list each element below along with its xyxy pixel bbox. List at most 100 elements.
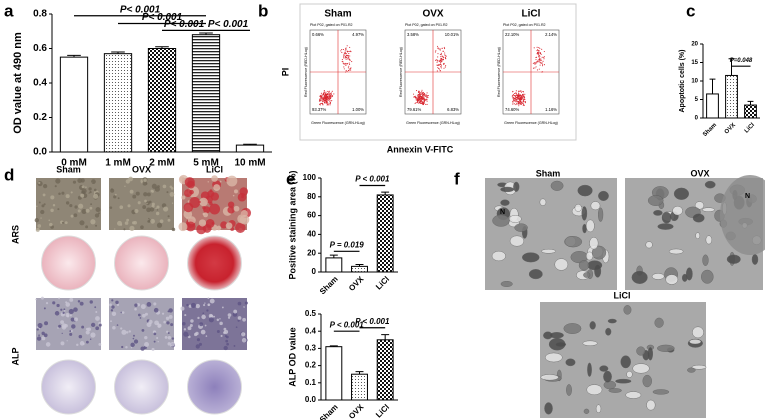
y-tick-label: 0 bbox=[312, 267, 317, 276]
event-dot bbox=[422, 96, 424, 98]
texture bbox=[242, 317, 246, 322]
texture bbox=[202, 206, 206, 210]
texture bbox=[159, 219, 164, 224]
organelle bbox=[595, 404, 602, 413]
panel-label: f bbox=[454, 169, 460, 188]
organelle bbox=[554, 258, 569, 271]
organelle bbox=[605, 327, 612, 336]
event-dot bbox=[542, 63, 544, 65]
texture bbox=[85, 225, 89, 229]
event-dot bbox=[443, 57, 445, 59]
texture bbox=[44, 321, 49, 326]
texture bbox=[189, 323, 193, 328]
quadrant-percent: 74.60% bbox=[505, 107, 519, 112]
texture bbox=[69, 314, 72, 317]
event-dot bbox=[515, 94, 517, 96]
texture bbox=[98, 323, 102, 327]
event-dot bbox=[539, 52, 541, 54]
y-tick-label: 0.4 bbox=[305, 326, 317, 335]
texture bbox=[153, 302, 157, 306]
event-dot bbox=[440, 62, 442, 64]
texture bbox=[223, 327, 227, 331]
event-dot bbox=[343, 63, 345, 65]
organelle bbox=[647, 195, 664, 206]
organelle bbox=[509, 235, 525, 247]
significance-label: P< 0.001 bbox=[142, 12, 183, 23]
event-dot bbox=[541, 56, 543, 58]
organelle bbox=[577, 184, 593, 197]
texture bbox=[137, 201, 141, 205]
content: a OD value at 490 nm 0.0 0.2 0.4 0.6 0.8 0 mM 1 … bbox=[4, 1, 765, 420]
texture bbox=[194, 332, 198, 337]
event-dot bbox=[425, 93, 427, 95]
event-dot bbox=[423, 99, 425, 101]
texture bbox=[38, 334, 40, 337]
event-dot bbox=[347, 54, 349, 56]
texture bbox=[170, 342, 175, 347]
texture bbox=[119, 223, 123, 226]
event-dot bbox=[348, 62, 350, 64]
error-bar bbox=[381, 334, 390, 340]
event-dot bbox=[520, 98, 522, 100]
texture bbox=[58, 192, 61, 195]
texture bbox=[61, 323, 67, 328]
event-dot bbox=[344, 48, 347, 50]
event-dot bbox=[513, 92, 515, 95]
texture bbox=[225, 339, 229, 343]
texture bbox=[42, 193, 46, 197]
event-dot bbox=[321, 100, 323, 103]
event-dot bbox=[418, 101, 420, 103]
texture bbox=[85, 186, 87, 189]
x-tick-label: 2 mM bbox=[149, 158, 175, 169]
texture bbox=[133, 339, 139, 344]
x-tick-label: 0 mM bbox=[61, 158, 87, 169]
error-bar bbox=[381, 191, 390, 195]
texture bbox=[35, 298, 37, 301]
y-tick-label: 20 bbox=[691, 42, 698, 48]
organelle bbox=[585, 251, 594, 261]
event-dot bbox=[419, 98, 421, 100]
event-dot bbox=[319, 99, 321, 101]
event-dot bbox=[523, 100, 525, 102]
event-dot bbox=[345, 62, 347, 65]
plot-x-axis: Green Fluorescence (GRN-HLog) bbox=[504, 121, 558, 125]
organelle bbox=[587, 362, 592, 377]
y-tick-label: 0.5 bbox=[305, 309, 317, 318]
texture bbox=[40, 217, 42, 219]
significance-label: P< 0.001 bbox=[164, 19, 205, 30]
texture bbox=[114, 193, 117, 196]
organelle bbox=[652, 389, 670, 395]
organelle bbox=[673, 187, 689, 200]
plot-title: LiCl bbox=[522, 9, 541, 20]
organelle bbox=[626, 370, 633, 378]
texture bbox=[41, 336, 46, 341]
event-dot bbox=[521, 102, 523, 105]
event-dot bbox=[324, 102, 326, 104]
event-dot bbox=[344, 52, 346, 54]
event-dot bbox=[425, 95, 427, 97]
texture bbox=[165, 316, 170, 321]
event-dot bbox=[343, 57, 345, 59]
texture bbox=[157, 340, 159, 343]
bar bbox=[725, 74, 738, 119]
event-dot bbox=[519, 100, 521, 102]
texture bbox=[119, 205, 124, 210]
texture bbox=[156, 205, 160, 209]
texture bbox=[64, 221, 68, 225]
event-dot bbox=[537, 53, 539, 55]
x-tick-label: 10 mM bbox=[234, 158, 265, 169]
event-dot bbox=[515, 92, 518, 94]
event-dot bbox=[532, 62, 534, 64]
texture bbox=[116, 303, 120, 307]
y-tick-label: 0.0 bbox=[33, 147, 47, 158]
event-dot bbox=[341, 48, 343, 51]
event-dot bbox=[346, 45, 348, 47]
event-dot bbox=[512, 103, 514, 105]
event-dot bbox=[521, 94, 523, 96]
organelle bbox=[692, 326, 704, 339]
y-tick-label: 0.0 bbox=[305, 395, 317, 404]
event-dot bbox=[539, 53, 542, 55]
organelle bbox=[555, 342, 567, 347]
texture bbox=[241, 337, 247, 343]
bar bbox=[351, 265, 368, 273]
